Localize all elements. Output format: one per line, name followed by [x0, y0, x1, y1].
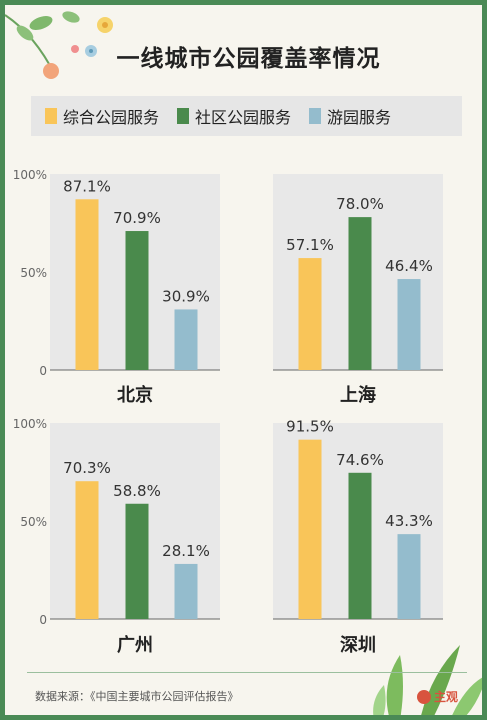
bar-garden: [397, 534, 421, 619]
bar-community: [125, 231, 149, 370]
data-label: 70.3%: [63, 459, 111, 477]
bar-garden: [397, 279, 421, 370]
data-label: 74.6%: [336, 451, 384, 469]
brand-logo: 主观: [417, 688, 458, 705]
legend-swatch-comprehensive: [45, 108, 57, 124]
legend-label-community: 社区公园服务: [195, 108, 292, 127]
y-tick-label: 50%: [20, 266, 47, 280]
data-label: 91.5%: [286, 418, 334, 436]
data-label: 58.8%: [113, 482, 161, 500]
data-label: 87.1%: [63, 177, 111, 195]
bar-comprehensive: [298, 439, 322, 619]
flower-decoration: [5, 11, 113, 79]
bar-comprehensive: [75, 199, 99, 370]
legend-label-comprehensive: 综合公园服务: [63, 108, 160, 127]
y-tick-label: 0: [39, 364, 47, 378]
bar-garden: [174, 309, 198, 370]
data-label: 46.4%: [385, 257, 433, 275]
bar-charts: 0 50% 100% 87.1%70.9% 30.9% 57.1% 78.0% 46.4% 0 5…: [13, 168, 443, 627]
footer-divider: [27, 672, 467, 673]
y-tick-label: 100%: [13, 168, 47, 182]
data-label: 43.3%: [385, 512, 433, 530]
bar-community: [348, 472, 372, 619]
logo-text: 主观: [434, 690, 459, 704]
legend-item-garden: 游园服务: [309, 104, 391, 128]
data-label: 57.1%: [286, 236, 334, 254]
bar-garden: [174, 563, 198, 619]
bar-community: [348, 217, 372, 370]
legend-item-comprehensive: 综合公园服务: [45, 104, 159, 128]
legend-label-garden: 游园服务: [327, 108, 392, 127]
chart-title-guangzhou: 广州: [117, 635, 153, 656]
data-label: 28.1%: [162, 542, 210, 560]
bar-comprehensive: [298, 258, 322, 370]
data-label: 78.0%: [336, 195, 384, 213]
logo-icon: [417, 689, 431, 704]
y-tick-label: 100%: [13, 417, 47, 431]
y-tick-label: 50%: [20, 515, 47, 529]
data-label: 70.9%: [113, 209, 161, 227]
source-note: 数据来源：《中国主要城市公园评估报告》: [35, 690, 239, 703]
legend-swatch-garden: [309, 108, 322, 124]
chart-title-beijing: 北京: [117, 385, 153, 406]
data-label: 30.9%: [162, 287, 210, 305]
legend: 综合公园服务 社区公园服务 游园服务: [31, 96, 462, 136]
y-tick-label: 0: [39, 613, 47, 627]
chart-title-shenzhen: 深圳: [340, 635, 376, 656]
legend-item-community: 社区公园服务: [177, 104, 291, 128]
page-title: 一线城市公园覆盖率情况: [116, 46, 381, 72]
legend-swatch-community: [177, 108, 190, 124]
bar-comprehensive: [75, 481, 99, 619]
chart-title-shanghai: 上海: [340, 385, 376, 406]
bar-community: [125, 503, 149, 619]
